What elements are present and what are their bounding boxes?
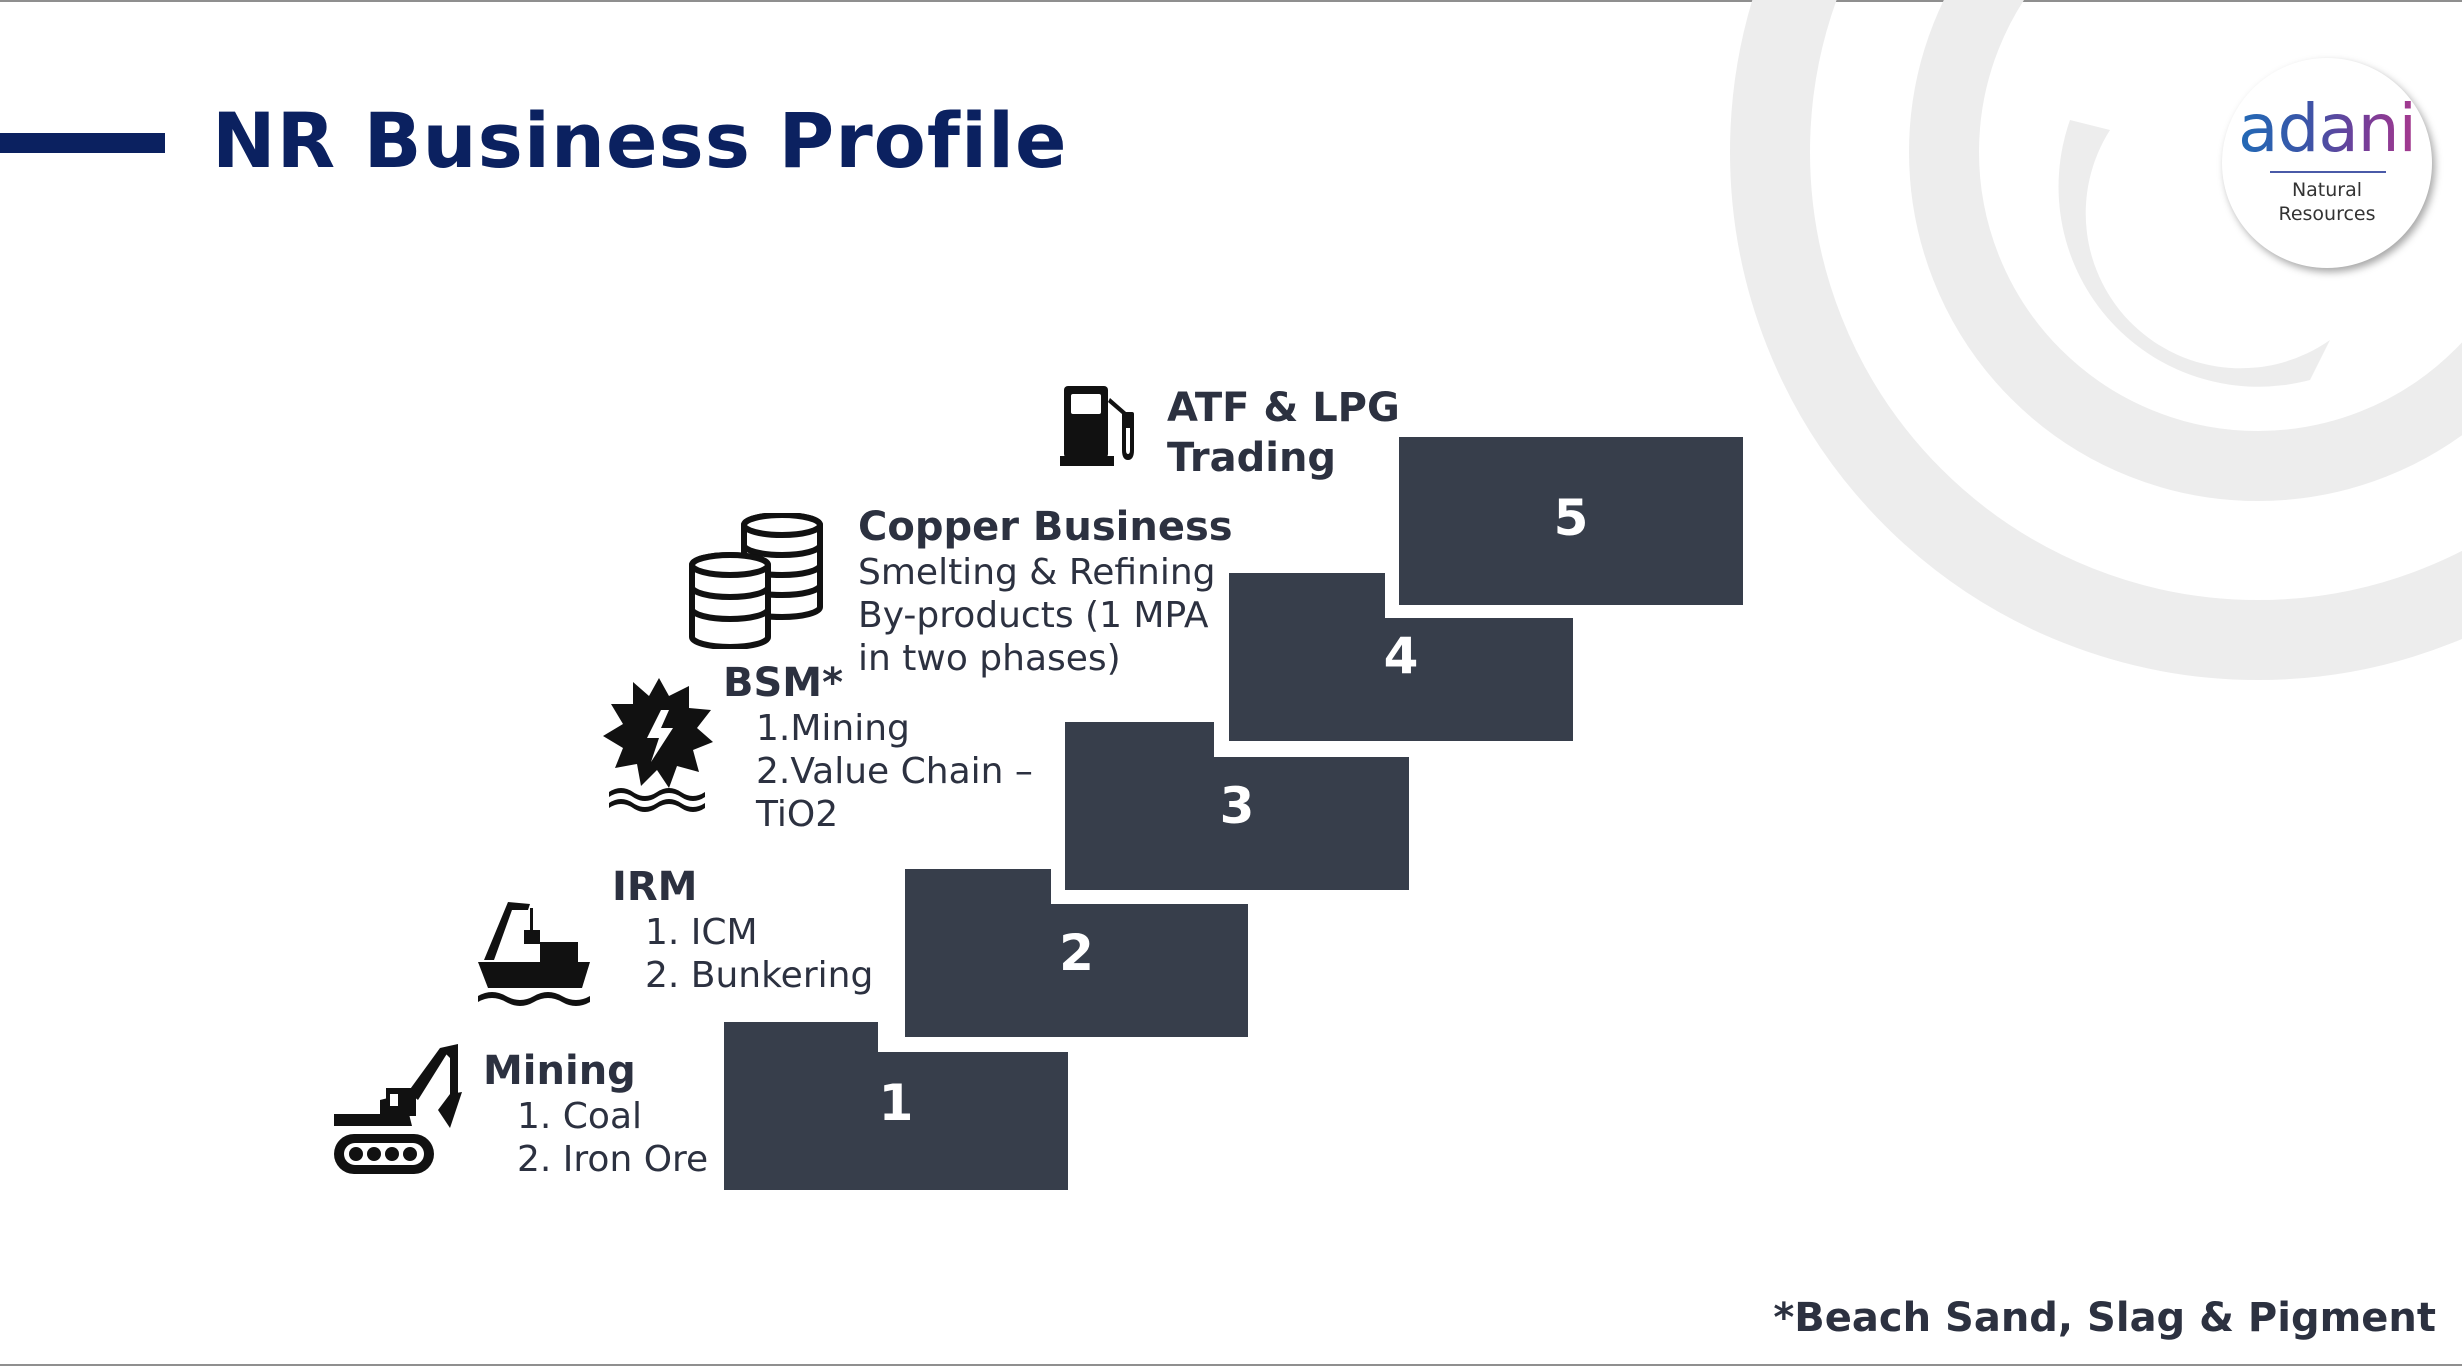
step-2-line-2: 2. Bunkering (645, 955, 874, 996)
step-2-line-1: 1. ICM (645, 912, 758, 953)
copper-coin-stacks-icon (689, 513, 823, 649)
logo-subtitle-line2: Resources (2278, 203, 2376, 225)
page-title: NR Business Profile (212, 96, 1068, 185)
logo-divider (2270, 171, 2386, 173)
bottom-border (0, 1364, 2462, 1366)
step-5-block: 5 (1399, 437, 1743, 605)
step-3-line-1: 1.Mining (756, 708, 910, 749)
step-3-line-3: TiO2 (756, 794, 839, 835)
step-4-heading: Copper Business (858, 504, 1233, 550)
step-3-line-2: 2.Value Chain – (756, 751, 1033, 792)
top-border (0, 0, 2462, 2)
sand-mill-wheel-icon (603, 678, 713, 812)
step-1-line-2: 2. Iron Ore (517, 1139, 709, 1180)
cargo-ship-crane-icon (478, 902, 590, 1006)
excavator-icon (334, 1044, 462, 1174)
step-3-heading: BSM* (723, 660, 844, 706)
step-4-line-1: Smelting & Refining (858, 552, 1216, 593)
step-2-number: 2 (1059, 924, 1094, 982)
step-1-number: 1 (878, 1074, 914, 1132)
title-accent-bar (0, 133, 165, 153)
step-2-block: 2 (905, 869, 1248, 1037)
step-4-line-3: in two phases) (858, 638, 1121, 679)
adani-logo: adani Natural Resources (2222, 58, 2432, 268)
logo-wordmark: adani (2222, 90, 2432, 167)
logo-subtitle-line1: Natural (2291, 179, 2363, 201)
step-4-number: 4 (1383, 627, 1419, 685)
footnote: *Beach Sand, Slag & Pigment (1773, 1295, 2436, 1341)
step-4-line-2: By-products (1 MPA (858, 595, 1209, 636)
step-5-number: 5 (1553, 489, 1589, 547)
step-1-heading: Mining (483, 1048, 636, 1094)
step-3-number: 3 (1219, 777, 1255, 835)
step-5-line-1: Trading (1167, 435, 1337, 481)
step-1-line-1: 1. Coal (517, 1096, 643, 1137)
step-5-heading: ATF & LPG (1167, 385, 1400, 431)
fuel-pump-icon (1060, 386, 1134, 466)
step-2-heading: IRM (612, 864, 698, 910)
